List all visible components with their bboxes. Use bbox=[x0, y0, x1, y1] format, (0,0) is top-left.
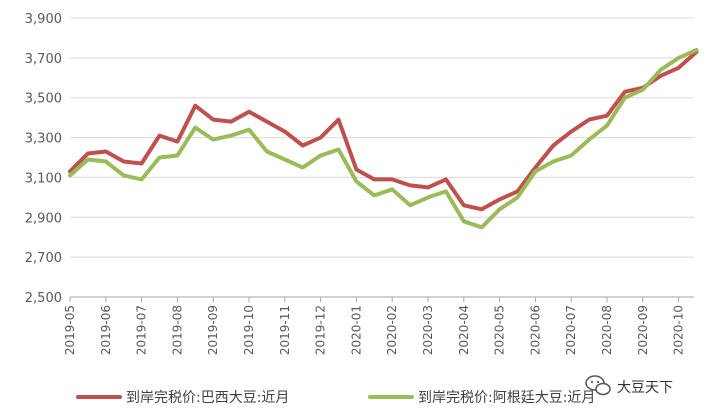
x-tick-label: 2019-08 bbox=[170, 305, 184, 355]
y-tick-label: 2,900 bbox=[25, 211, 62, 226]
x-tick-label: 2020-07 bbox=[564, 305, 578, 355]
x-axis-ticks: 2019-05 2019-06 2019-07 2019-08 2019-09 2019-… bbox=[63, 297, 686, 355]
y-tick-label: 3,700 bbox=[25, 52, 62, 67]
x-tick-label: 2020-06 bbox=[528, 305, 542, 355]
y-tick-label: 3,900 bbox=[25, 12, 62, 27]
x-tick-label: 2019-12 bbox=[314, 305, 328, 355]
legend-label-argentina: 到岸完税价:阿根廷大豆:近月 bbox=[418, 390, 595, 406]
x-tick-label: 2020-03 bbox=[421, 305, 435, 355]
legend-label-brazil: 到岸完税价:巴西大豆:近月 bbox=[126, 390, 289, 406]
x-tick-label: 2020-10 bbox=[672, 305, 686, 355]
watermark: 大豆天下 bbox=[585, 375, 673, 396]
y-tick-label: 2,700 bbox=[25, 251, 62, 266]
x-tick-label: 2020-04 bbox=[457, 305, 471, 355]
chat-bubble-icon bbox=[585, 375, 611, 396]
x-tick-label: 2020-01 bbox=[349, 305, 363, 355]
series-line-brazil bbox=[68, 49, 699, 212]
legend: 到岸完税价:巴西大豆:近月 到岸完税价:阿根廷大豆:近月 bbox=[76, 390, 595, 406]
y-tick-label: 2,500 bbox=[25, 291, 62, 306]
y-tick-label: 3,100 bbox=[25, 171, 62, 186]
series-lines bbox=[68, 47, 699, 230]
x-tick-label: 2020-09 bbox=[636, 305, 650, 355]
x-tick-label: 2020-05 bbox=[493, 305, 507, 355]
x-tick-label: 2019-10 bbox=[242, 305, 256, 355]
x-tick-label: 2019-06 bbox=[99, 305, 113, 355]
watermark-text: 大豆天下 bbox=[617, 380, 673, 396]
series-line-argentina bbox=[68, 47, 699, 230]
x-tick-label: 2019-11 bbox=[278, 305, 292, 355]
y-axis-ticks: 2,500 2,700 2,900 3,100 3,300 3,500 3,700 3,900 bbox=[25, 12, 62, 306]
x-tick-label: 2019-05 bbox=[63, 305, 77, 355]
x-tick-label: 2020-08 bbox=[600, 305, 614, 355]
x-tick-label: 2019-07 bbox=[135, 305, 149, 355]
y-tick-label: 3,300 bbox=[25, 132, 62, 147]
y-tick-label: 3,500 bbox=[25, 92, 62, 107]
x-tick-label: 2020-02 bbox=[385, 305, 399, 355]
x-tick-label: 2019-09 bbox=[206, 305, 220, 355]
